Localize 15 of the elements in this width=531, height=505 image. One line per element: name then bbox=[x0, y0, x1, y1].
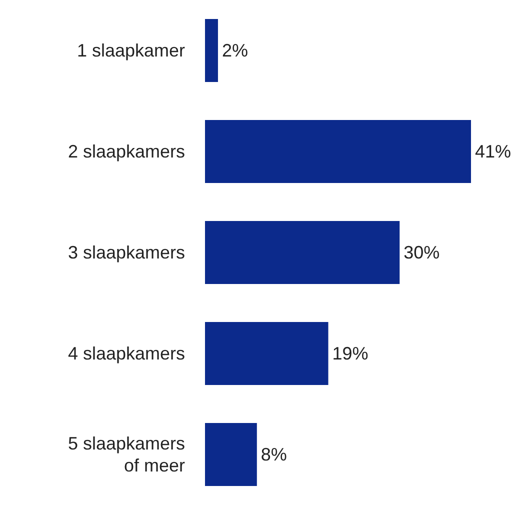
bar bbox=[205, 120, 471, 183]
bar bbox=[205, 322, 328, 385]
data-label: 8% bbox=[260, 444, 287, 464]
y-tick-label: 4 slaapkamers bbox=[68, 344, 185, 364]
y-tick-label: 2 slaapkamers bbox=[68, 142, 185, 162]
y-tick-label: 3 slaapkamers bbox=[68, 242, 185, 262]
data-label: 30% bbox=[404, 242, 440, 262]
bar bbox=[205, 19, 218, 82]
bar bbox=[205, 221, 400, 284]
data-label: 19% bbox=[332, 344, 368, 364]
y-tick-label: 5 slaapkamers of meer bbox=[68, 434, 185, 476]
bar bbox=[205, 423, 257, 486]
data-label: 2% bbox=[222, 40, 248, 60]
y-tick-label: 1 slaapkamer bbox=[76, 40, 185, 60]
data-label: 41% bbox=[475, 142, 512, 162]
